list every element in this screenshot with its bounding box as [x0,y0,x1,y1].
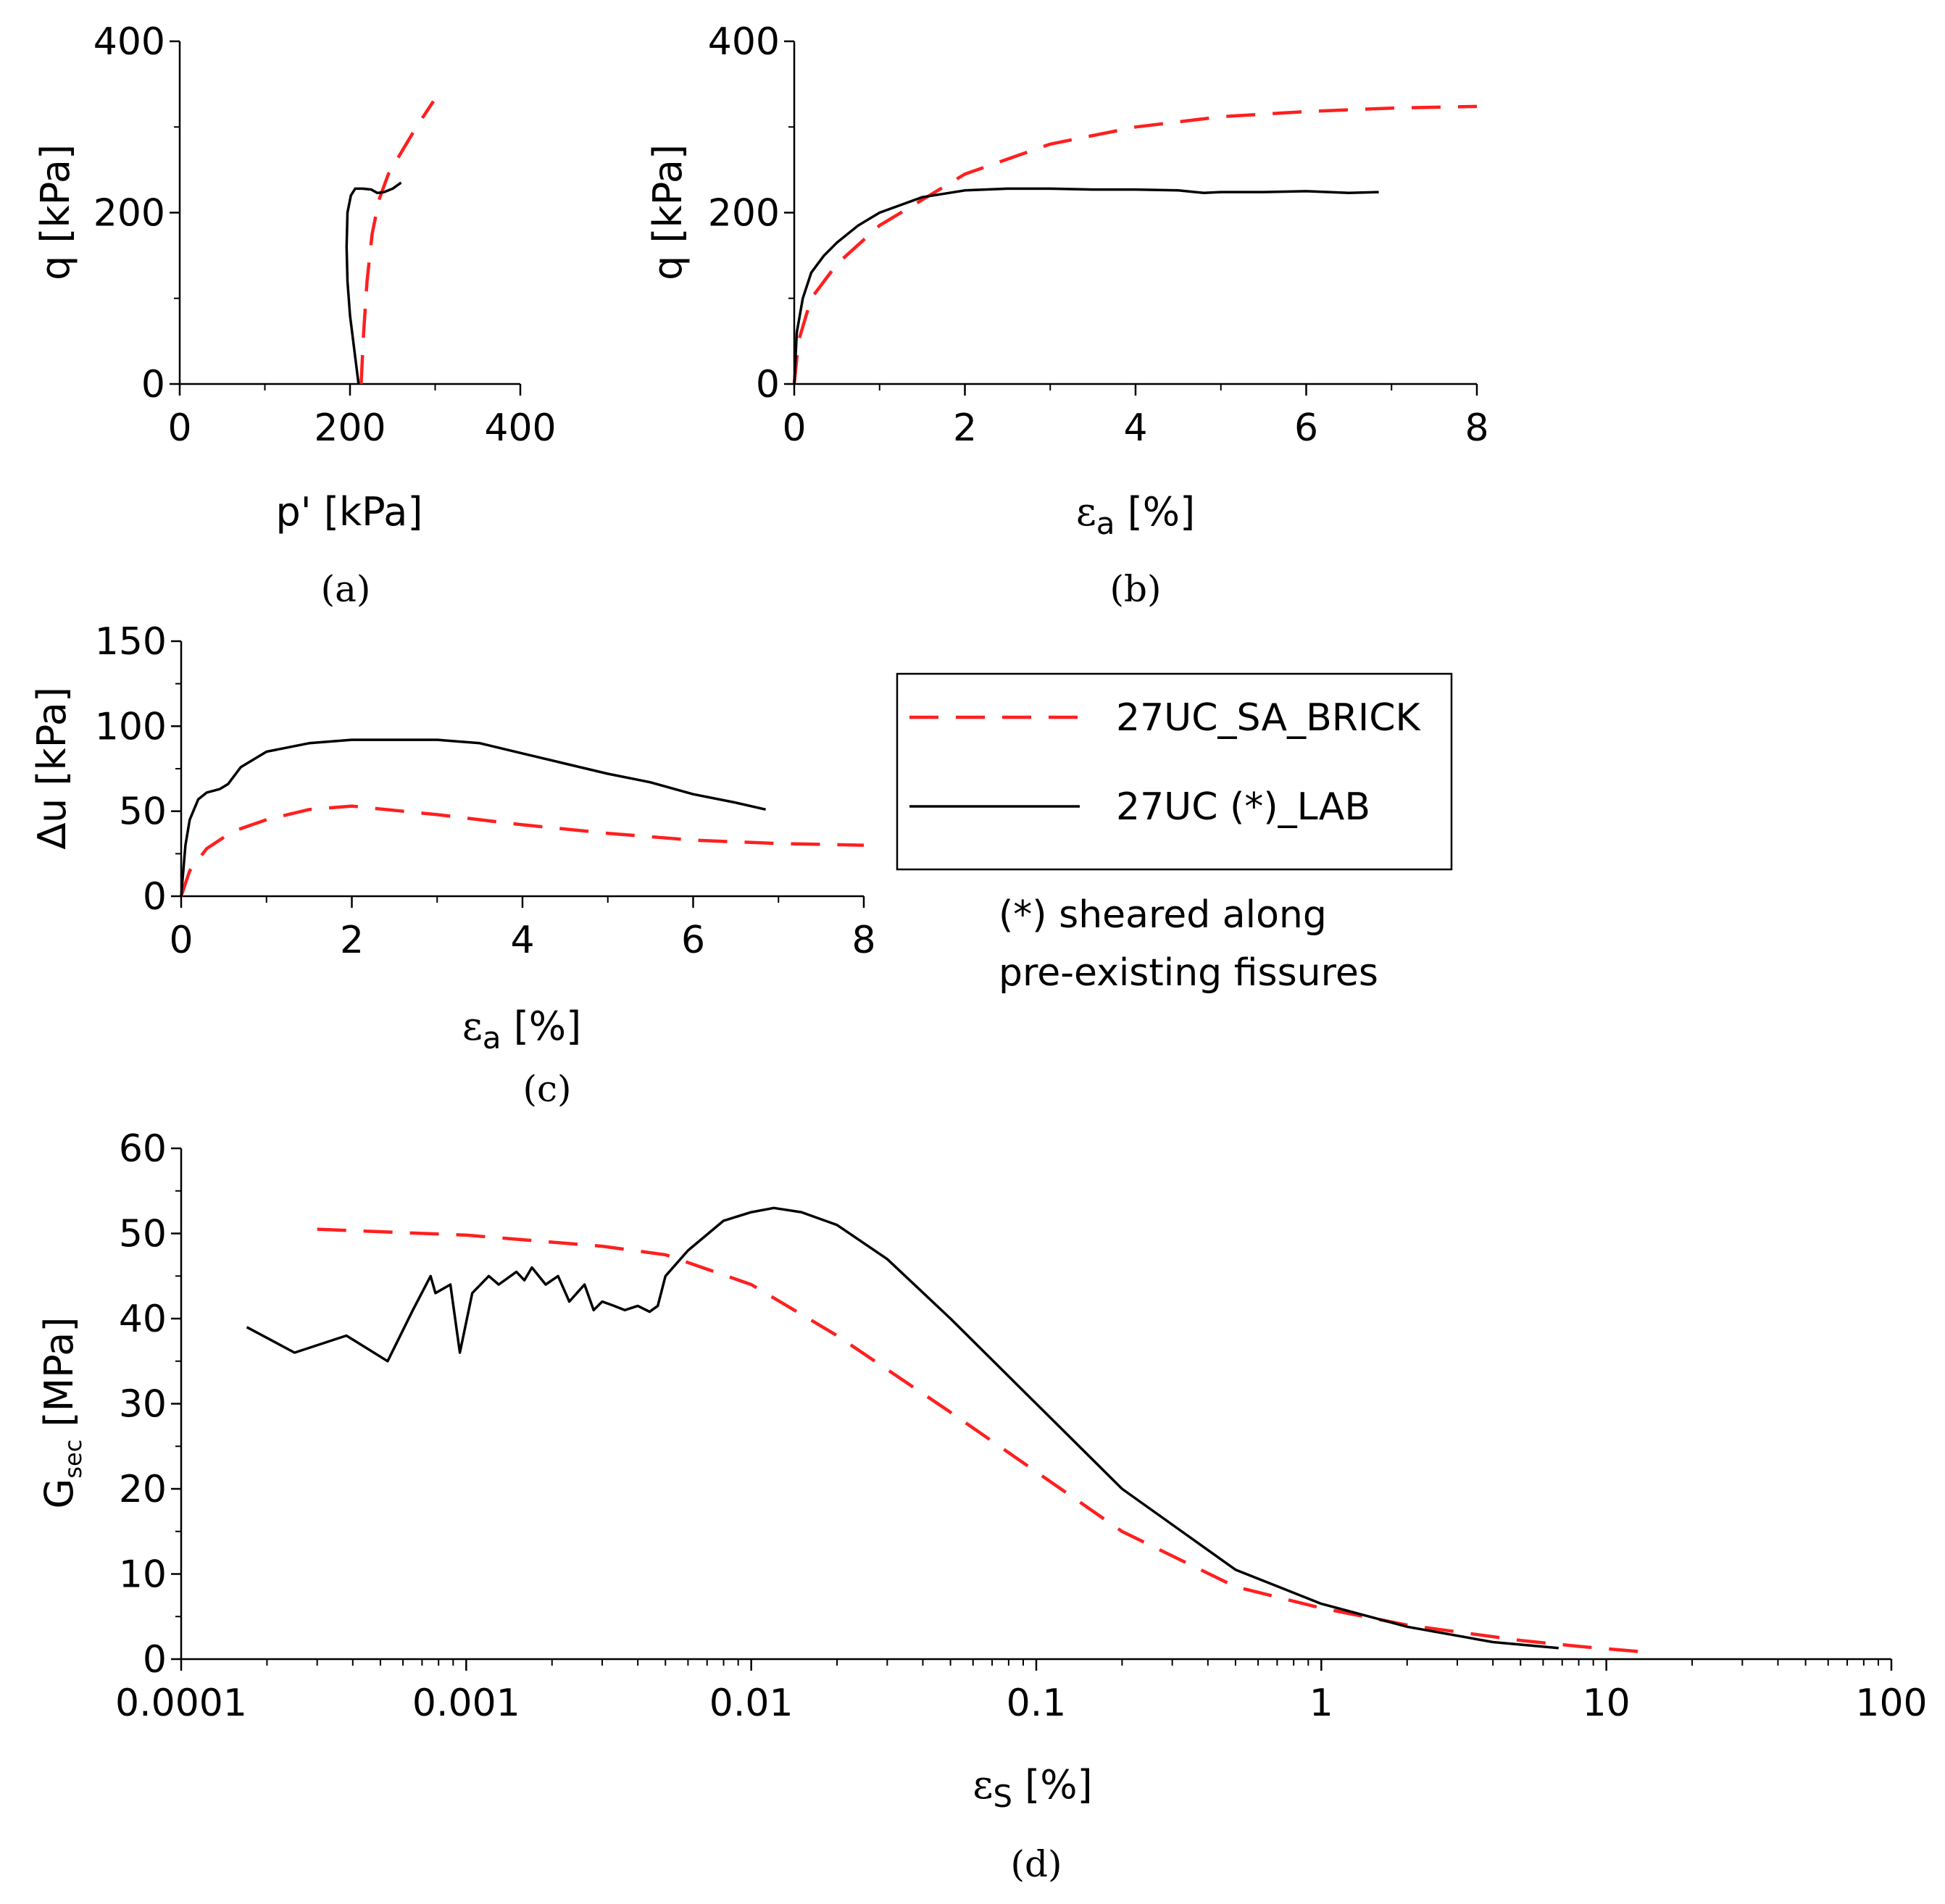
panel-b-xlabel: εa [%] [1076,489,1195,541]
panel-d-ylabel-symbol: G [36,1479,82,1509]
panel-a-xlabel: p' [kPa] [276,489,423,535]
legend-note-line1: (*) sheared along [999,893,1327,937]
y-tick-label: 0 [141,363,165,406]
legend-label-solid: 27UC (*)_LAB [1116,785,1370,829]
series-laboratory-line [180,738,766,897]
legend-note-line2: pre-existing fissures [999,951,1378,995]
panel-d-ylabel: Gsec [MPa] [36,1317,87,1509]
x-tick-label: 4 [510,919,534,962]
panel-a-ylabel: q [kPa] [33,144,78,280]
y-tick-label: 200 [93,192,165,235]
panel-c-caption: (c) [522,1068,571,1110]
panel-c-plot: 0 50 100 150 0 2 4 6 8 [95,620,876,962]
panel-c-xlabel-unit: [%] [501,1003,582,1049]
panel-d-xlabel-unit: [%] [1012,1762,1093,1808]
x-tick-label: 10 [1583,1682,1630,1725]
panel-a: 0 200 400 0 200 400 p' [kPa] q [kPa] (a) [33,20,557,610]
x-tick-label: 0 [782,406,806,450]
panel-b-plot: 0 200 400 0 2 4 6 8 [708,20,1489,450]
panel-b-xlabel-symbol: ε [1076,489,1096,535]
panel-a-plot: 0 200 400 0 200 400 [93,20,557,450]
series-laboratory-line [246,1206,1559,1650]
series-simulation-line [179,804,865,897]
panel-c-xlabel-symbol: ε [462,1003,483,1049]
y-tick-label: 50 [119,790,167,834]
panel-d-ylabel-sub: sec [59,1440,87,1479]
legend-box [896,672,1453,871]
y-tick-label: 40 [119,1298,167,1341]
x-tick-label: 8 [851,919,875,962]
panel-d-ylabel-unit: [MPa] [36,1317,82,1440]
y-tick-label: 400 [93,20,165,64]
panel-d-xlabel-sub: S [993,1779,1012,1814]
x-tick-label: 6 [1294,406,1318,450]
legend: 27UC_SA_BRICK 27UC (*)_LAB (*) sheared a… [896,672,1453,995]
panel-a-caption: (a) [321,568,371,610]
x-tick-label: 2 [953,406,977,450]
panel-d-plot: 0 10 20 30 40 50 60 0.0001 0.001 0.01 0.1 1 10 100 [115,1127,1928,1725]
x-tick-label: 1 [1309,1682,1333,1725]
x-tick-label: 8 [1465,406,1488,450]
x-tick-label: 0 [167,406,191,450]
y-tick-label: 10 [119,1553,167,1597]
x-tick-label: 200 [314,406,386,450]
panel-d-caption: (d) [1010,1843,1062,1885]
y-tick-label: 30 [119,1383,167,1427]
y-tick-label: 100 [95,705,167,748]
series-laboratory-line [793,187,1379,385]
y-tick-label: 20 [119,1468,167,1511]
x-tick-label: 2 [340,919,364,962]
y-tick-label: 400 [708,20,780,64]
y-tick-label: 50 [119,1213,167,1256]
series-laboratory-line [345,181,402,385]
x-tick-label: 0.0001 [115,1682,247,1725]
panel-c-ylabel: ∆u [kPa] [29,687,75,850]
panel-b-xlabel-sub: a [1096,506,1115,541]
series-simulation-line [317,1227,1649,1654]
x-tick-label: 100 [1855,1682,1927,1725]
x-tick-label: 0.01 [709,1682,794,1725]
y-tick-label: 0 [143,1638,167,1682]
y-tick-label: 60 [119,1127,167,1171]
x-tick-label: 6 [681,919,705,962]
panel-c-xlabel-sub: a [483,1020,501,1056]
x-tick-label: 4 [1123,406,1147,450]
y-tick-label: 0 [756,363,780,406]
panel-c-xlabel: εa [%] [462,1003,581,1056]
x-tick-label: 0.001 [412,1682,520,1725]
y-tick-label: 0 [143,875,167,919]
panel-b-ylabel: q [kPa] [645,144,691,280]
panel-d: 0 10 20 30 40 50 60 0.0001 0.001 0.01 0.1 1 10 100 εS… [36,1127,1928,1885]
panel-d-xlabel-symbol: ε [973,1762,993,1808]
panel-b-caption: (b) [1109,568,1161,610]
panel-c: 0 50 100 150 0 2 4 6 8 εa [%] ∆u [kPa] (c) [29,620,876,1110]
x-tick-label: 0 [169,919,193,962]
legend-label-dashed: 27UC_SA_BRICK [1116,696,1422,740]
x-tick-label: 0.1 [1007,1682,1067,1725]
series-simulation-line [359,100,435,385]
panel-d-xlabel: εS [%] [973,1762,1092,1814]
x-tick-label: 400 [484,406,556,450]
series-simulation-line [792,104,1478,385]
panel-b: 0 200 400 0 2 4 6 8 εa [%] q [kPa] (b) [645,20,1489,610]
panel-b-xlabel-unit: [%] [1115,489,1196,535]
y-tick-label: 150 [95,620,167,664]
y-tick-label: 200 [708,192,780,235]
